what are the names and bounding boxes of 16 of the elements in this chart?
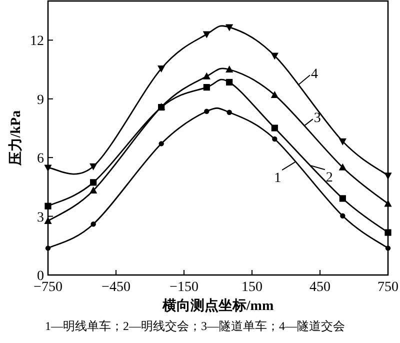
y-tick-label: 3 [37, 210, 44, 226]
legend-label: 3 [314, 111, 321, 126]
x-tick-label: 450 [310, 280, 330, 295]
series-label: 2 [326, 170, 333, 186]
x-tick-label: −150 [170, 280, 198, 295]
y-axis-title: 压力/kPa [8, 110, 24, 167]
legend-label: 4 [311, 67, 318, 82]
y-tick-label: 9 [37, 92, 44, 108]
y-tick-label: 6 [37, 152, 44, 167]
y-tick-label: 12 [30, 34, 44, 50]
x-axis-title: 横向测点坐标/mm [161, 298, 274, 314]
x-tick-label: 750 [378, 280, 398, 295]
x-tick-label: −450 [102, 280, 130, 295]
text: 1—明线单车；2—明线交会；3—隧道单车；4—隧道交会 [45, 319, 345, 333]
series-label: 1 [274, 171, 282, 186]
x-tick-label: 150 [242, 280, 262, 295]
